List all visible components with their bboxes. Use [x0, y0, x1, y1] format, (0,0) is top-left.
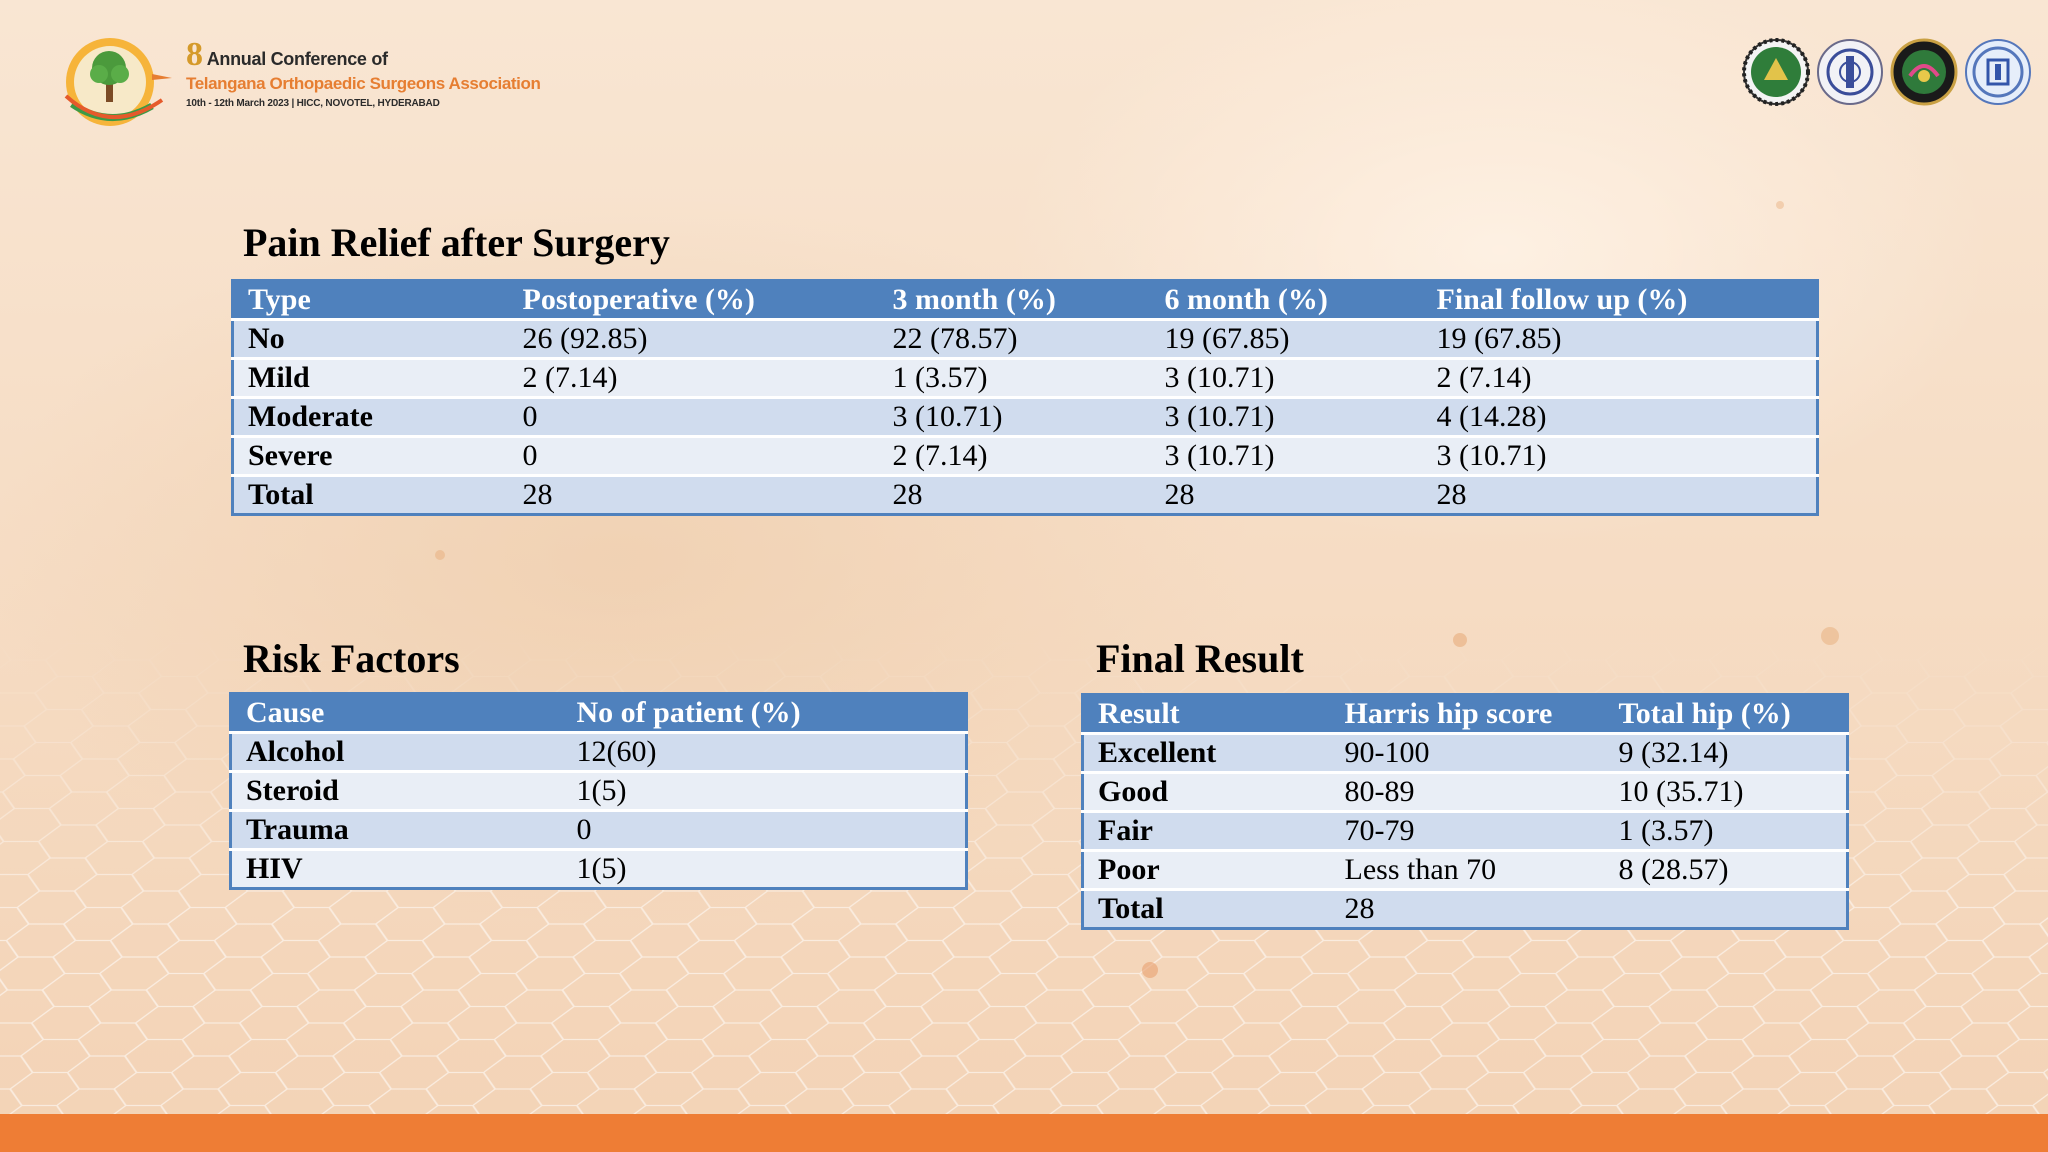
table-cell: 3 (10.71): [1150, 358, 1423, 399]
column-header: Result: [1082, 694, 1331, 735]
table-cell: 10 (35.71): [1604, 772, 1848, 813]
row-label: Fair: [1082, 811, 1331, 852]
table-cell: 0: [508, 436, 879, 477]
pain-relief-table: Type Postoperative (%) 3 month (%) 6 month …: [231, 279, 1819, 516]
row-label: Trauma: [230, 810, 563, 851]
table-cell: 3 (10.71): [1150, 436, 1423, 477]
table-cell: 3 (10.71): [1150, 397, 1423, 438]
table-cell: [1604, 889, 1848, 929]
tosacon-logo: [64, 38, 172, 126]
table-cell: 12(60): [562, 732, 967, 773]
table-cell: 1 (3.57): [878, 358, 1151, 399]
column-header: Total hip (%): [1604, 694, 1848, 735]
table-cell: 28: [1422, 475, 1818, 515]
conference-line-3: 10th - 12th March 2023 | HICC, NOVOTEL, …: [186, 98, 440, 109]
table-header-row: Result Harris hip score Total hip (%): [1082, 694, 1848, 735]
row-label: Excellent: [1082, 733, 1331, 774]
table-cell: 2 (7.14): [1422, 358, 1818, 399]
table-cell: 4 (14.28): [1422, 397, 1818, 438]
table-cell: 28: [1330, 889, 1605, 929]
table-cell: 1(5): [562, 771, 967, 812]
conference-title: 8 Annual Conference of Telangana Orthopa…: [186, 36, 541, 110]
risk-factors-table: Cause No of patient (%) Alcohol 12(60) Ster…: [229, 692, 968, 890]
table-cell: 28: [1150, 475, 1423, 515]
table-header-row: Type Postoperative (%) 3 month (%) 6 month …: [232, 280, 1818, 321]
row-label: Alcohol: [230, 732, 563, 773]
table-cell: 0: [562, 810, 967, 851]
column-header: Harris hip score: [1330, 694, 1605, 735]
column-header: 6 month (%): [1150, 280, 1423, 321]
pain-relief-title: Pain Relief after Surgery: [243, 220, 670, 265]
table-cell: 80-89: [1330, 772, 1605, 813]
table-cell: 2 (7.14): [878, 436, 1151, 477]
table-cell: 28: [508, 475, 879, 515]
row-label: Steroid: [230, 771, 563, 812]
column-header: No of patient (%): [562, 693, 967, 734]
row-label: Good: [1082, 772, 1331, 813]
table-cell: Less than 70: [1330, 850, 1605, 891]
conference-line-2: Telangana Orthopaedic Surgeons Associati…: [186, 74, 541, 93]
table-cell: 3 (10.71): [1422, 436, 1818, 477]
row-label: Severe: [232, 436, 509, 477]
table-row: Steroid 1(5): [230, 771, 967, 812]
table-header-row: Cause No of patient (%): [230, 693, 967, 734]
final-result-table: Result Harris hip score Total hip (%) Exce…: [1081, 693, 1849, 930]
table-row: Total 28: [1082, 889, 1848, 929]
table-row: Trauma 0: [230, 810, 967, 851]
column-header: 3 month (%): [878, 280, 1151, 321]
table-row: Alcohol 12(60): [230, 732, 967, 773]
table-cell: 3 (10.71): [878, 397, 1151, 438]
table-row: Total 28 28 28 28: [232, 475, 1818, 515]
row-label: Moderate: [232, 397, 509, 438]
column-header: Type: [232, 280, 509, 321]
conference-line-1: Annual Conference of: [206, 49, 388, 69]
table-cell: 8 (28.57): [1604, 850, 1848, 891]
bottom-accent-bar: [0, 1114, 2048, 1152]
table-row: Poor Less than 70 8 (28.57): [1082, 850, 1848, 891]
table-row: Mild 2 (7.14) 1 (3.57) 3 (10.71) 2 (7.14): [232, 358, 1818, 399]
table-cell: 0: [508, 397, 879, 438]
final-result-title: Final Result: [1096, 636, 1304, 681]
table-cell: 2 (7.14): [508, 358, 879, 399]
table-cell: 19 (67.85): [1150, 319, 1423, 360]
row-label: No: [232, 319, 509, 360]
table-cell: 70-79: [1330, 811, 1605, 852]
table-cell: 1(5): [562, 849, 967, 889]
table-cell: 19 (67.85): [1422, 319, 1818, 360]
table-row: Moderate 0 3 (10.71) 3 (10.71) 4 (14.28): [232, 397, 1818, 438]
row-label: Mild: [232, 358, 509, 399]
table-row: Good 80-89 10 (35.71): [1082, 772, 1848, 813]
column-header: Postoperative (%): [508, 280, 879, 321]
column-header: Cause: [230, 693, 563, 734]
row-label: Total: [232, 475, 509, 515]
partner-seals: [1742, 36, 2032, 108]
telangana-seal-icon: [1742, 38, 1810, 106]
table-cell: 28: [878, 475, 1151, 515]
table-cell: 9 (32.14): [1604, 733, 1848, 774]
table-cell: 26 (92.85): [508, 319, 879, 360]
conference-number: 8: [186, 36, 203, 73]
society-seal-icon: [1890, 38, 1958, 106]
table-cell: 1 (3.57): [1604, 811, 1848, 852]
row-label: Total: [1082, 889, 1331, 929]
column-header: Final follow up (%): [1422, 280, 1818, 321]
table-cell: 22 (78.57): [878, 319, 1151, 360]
association-seal-icon: [1817, 39, 1883, 105]
hospital-seal-icon: [1965, 39, 2031, 105]
table-row: Excellent 90-100 9 (32.14): [1082, 733, 1848, 774]
table-row: Fair 70-79 1 (3.57): [1082, 811, 1848, 852]
table-row: HIV 1(5): [230, 849, 967, 889]
row-label: Poor: [1082, 850, 1331, 891]
table-cell: 90-100: [1330, 733, 1605, 774]
table-row: Severe 0 2 (7.14) 3 (10.71) 3 (10.71): [232, 436, 1818, 477]
row-label: HIV: [230, 849, 563, 889]
risk-factors-title: Risk Factors: [243, 636, 460, 681]
table-row: No 26 (92.85) 22 (78.57) 19 (67.85) 19 (67.8…: [232, 319, 1818, 360]
